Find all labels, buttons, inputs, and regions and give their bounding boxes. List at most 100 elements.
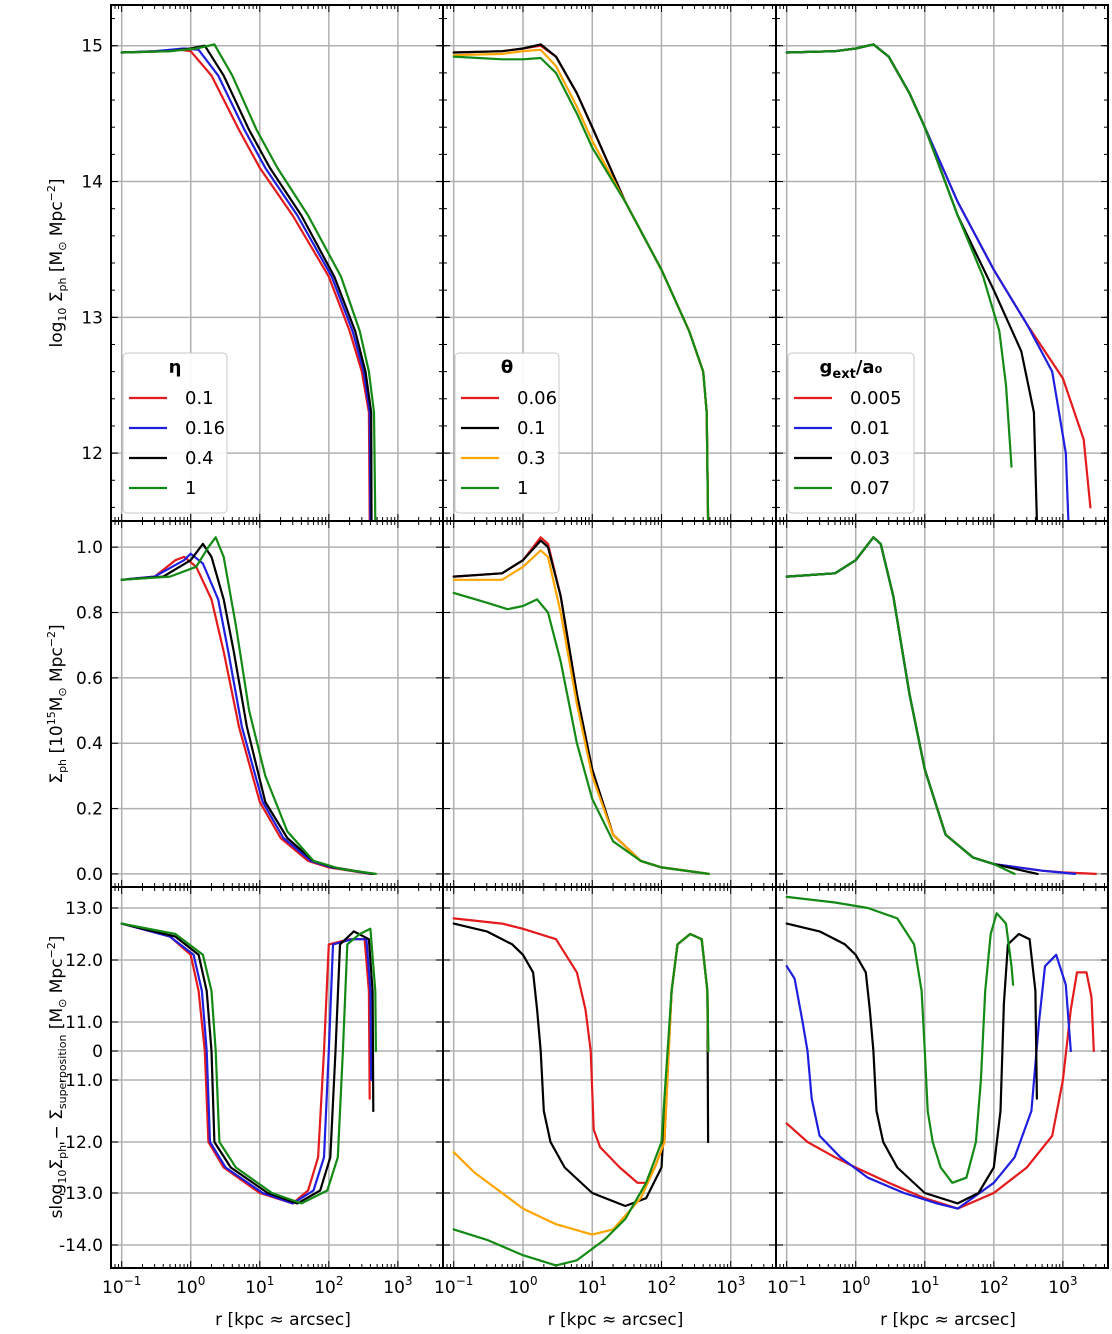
y-tick-label: 0.4 (76, 734, 103, 754)
legend-entry-label: 0.06 (517, 388, 557, 409)
x-tick-label: 100 (841, 1274, 870, 1298)
panel-r3-c3: 10−1 100 101 102 103 (767, 886, 1109, 1298)
x-tick-label: 10−1 (767, 1274, 806, 1298)
y-tick-label: 14 (81, 173, 103, 193)
series-line-0.03 (785, 922, 1039, 1205)
panel-frame (110, 886, 444, 1269)
panel-r2-c2 (442, 520, 777, 888)
series-line-1 (120, 922, 377, 1205)
series-line-1 (452, 55, 710, 521)
panel-r3-c2: 10−1 100 101 102 103 (434, 886, 777, 1298)
ticks (110, 887, 443, 1268)
series-line-0.4 (120, 542, 375, 876)
grid (776, 521, 1108, 887)
x-tick-label: 101 (245, 1274, 274, 1298)
x-tick-label: 103 (716, 1274, 745, 1298)
ticks (442, 887, 776, 1268)
panel-frame (442, 886, 777, 1269)
series-line-0.07 (785, 43, 1013, 468)
x-axis-labels: r [kpc ≈ arcsec] r [kpc ≈ arcsec] r [kpc ≈… (215, 1310, 1016, 1330)
ticks (775, 887, 1108, 1268)
series-line-0.01 (785, 536, 1077, 876)
series-line-0.3 (452, 932, 710, 1236)
y-tick-label: 12 (81, 444, 103, 464)
legend-entry-label: 1 (517, 478, 528, 499)
series-line-0.1 (452, 922, 710, 1208)
series-line-1 (120, 536, 377, 876)
legend-entry-label: 0.1 (185, 388, 214, 409)
panel-r3-c1: 13.0 12.0 11.0 0 -11.0 -12.0 -13.0 -14.0 10−1 100… (59, 886, 444, 1298)
grid (111, 887, 443, 1268)
series-lines (785, 895, 1095, 1210)
x-axis-label-col3: r [kpc ≈ arcsec] (880, 1310, 1016, 1330)
y-tick-label: -14.0 (59, 1236, 103, 1256)
panel-r2-c1: 0.0 0.2 0.4 0.6 0.8 1.0 (76, 520, 444, 888)
grid (111, 521, 443, 887)
legend: gext/a₀ 0.005 0.01 0.03 0.07 (787, 352, 915, 514)
panel-r1-c1: 12 13 14 15 η0.1 0.16 0.4 1 (81, 4, 444, 522)
series-lines (785, 536, 1097, 876)
series-lines (120, 43, 377, 521)
series-line-0.01 (785, 953, 1072, 1210)
series-lines (452, 536, 710, 876)
x-tick-label: 10−1 (102, 1274, 141, 1298)
legend-title: θ (501, 357, 513, 378)
x-tick-label: 100 (176, 1274, 205, 1298)
x-tick-label: 102 (314, 1274, 343, 1298)
legend-title: η (169, 357, 182, 378)
series-line-0.07 (785, 895, 1015, 1184)
y-axis-label-row1: log10 Σph [M⊙ Mpc−2] (45, 178, 69, 347)
series-lines (120, 922, 377, 1205)
legend-entry-label: 1 (185, 478, 196, 499)
x-tick-label: 103 (1048, 1274, 1077, 1298)
legend-box (122, 352, 228, 514)
grid (776, 887, 1108, 1268)
panel-r2-c3 (775, 520, 1109, 888)
series-line-1 (452, 591, 710, 876)
legend: θ0.06 0.1 0.3 1 (454, 352, 560, 514)
legend-entry-label: 0.005 (850, 388, 902, 409)
series-lines (452, 43, 710, 521)
legend-entry-label: 0.4 (185, 448, 214, 469)
x-tick-label: 102 (647, 1274, 676, 1298)
x-tick-label: 100 (508, 1274, 537, 1298)
y-tick-label: 0.8 (76, 604, 103, 624)
legend-box (787, 352, 915, 514)
ticks (775, 521, 1108, 887)
y-tick-label: -11.0 (59, 1071, 103, 1091)
grid (443, 521, 776, 887)
series-line-0.16 (120, 552, 373, 876)
legend-box (454, 352, 560, 514)
y-tick-label: 15 (81, 37, 103, 57)
x-tick-label: 101 (910, 1274, 939, 1298)
x-tick-label: 103 (383, 1274, 412, 1298)
x-tick-label: 10−1 (434, 1274, 473, 1298)
y-tick-label: 12.0 (65, 951, 103, 971)
panel-r1-c2: θ0.06 0.1 0.3 1 (442, 4, 777, 522)
y-tick-label: 13 (81, 308, 103, 328)
x-tick-label: 102 (979, 1274, 1008, 1298)
series-line-0.16 (120, 922, 373, 1205)
panel-r1-c3: gext/a₀ 0.005 0.01 0.03 0.07 (775, 4, 1109, 522)
series-line-0.06 (452, 536, 710, 876)
y-tick-label: 0.0 (76, 865, 103, 885)
grid (443, 887, 776, 1268)
panel-frame (775, 886, 1109, 1269)
y-tick-label: 11.0 (65, 1013, 103, 1033)
series-lines (785, 43, 1092, 521)
y-tick-label: 1.0 (76, 538, 103, 558)
y-axis-labels: log10 Σph [M⊙ Mpc−2] Σph [1015M⊙ Mpc−2] sl… (45, 178, 69, 1218)
y-axis-label-row2: Σph [1015M⊙ Mpc−2] (45, 624, 69, 783)
legend: η0.1 0.16 0.4 1 (122, 352, 228, 514)
series-line-1 (120, 43, 377, 521)
legend-entry-label: 0.16 (185, 418, 225, 439)
series-line-0.1 (120, 555, 372, 876)
series-line-1 (452, 932, 710, 1267)
legend-entry-label: 0.03 (850, 448, 890, 469)
series-line-0.07 (785, 536, 1016, 876)
x-axis-label-col2: r [kpc ≈ arcsec] (548, 1310, 684, 1330)
legend-entry-label: 0.07 (850, 478, 890, 499)
y-tick-label: 13.0 (65, 899, 103, 919)
y-axis-label-row3: slog10Σph − Σsuperposition [M⊙ Mpc−2] (45, 936, 69, 1219)
